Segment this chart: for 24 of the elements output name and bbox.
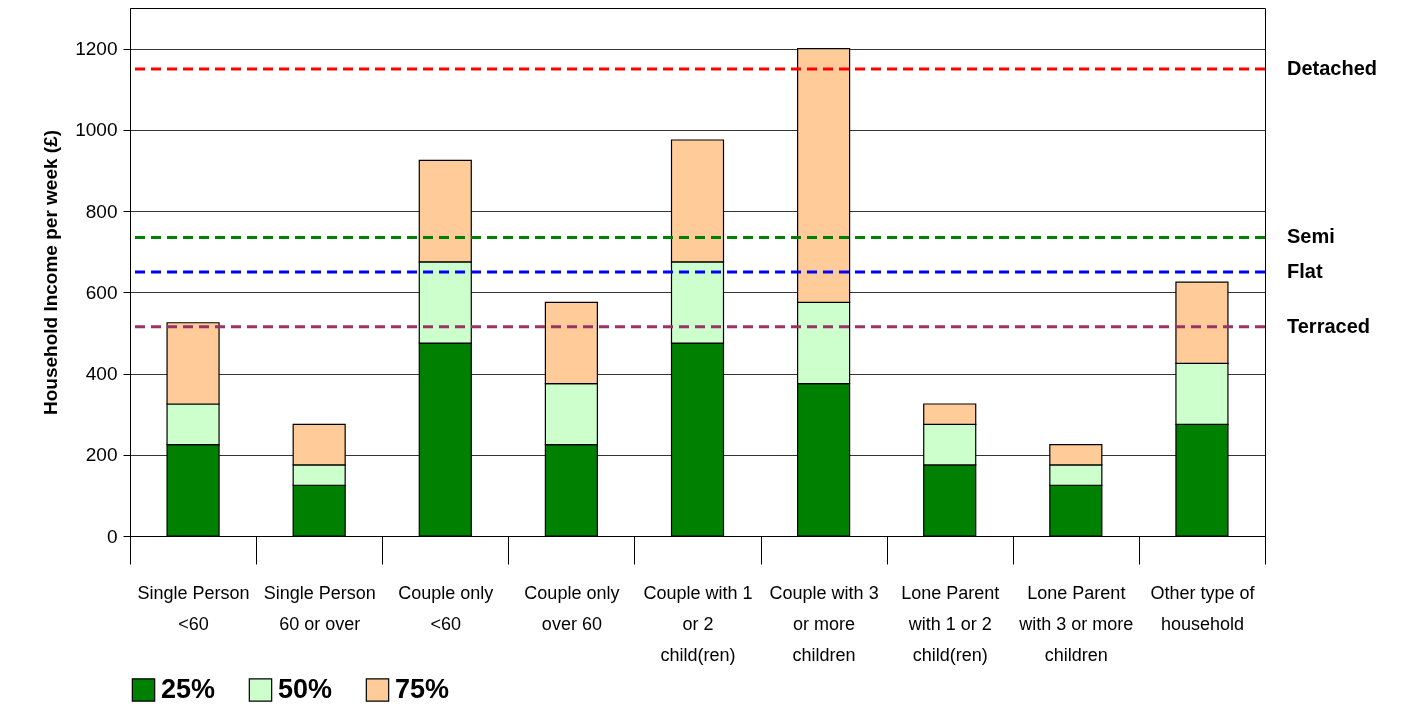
y-axis-title: Household Income per week (£) — [40, 129, 62, 416]
y-tick-label: 200 — [85, 444, 118, 466]
ref-line-label: Flat — [1287, 260, 1323, 282]
x-tick-label: Couple with 3 or more children — [769, 582, 879, 665]
y-tick-label: 1200 — [75, 38, 118, 60]
x-tick-label: Other type of household — [1150, 582, 1256, 634]
y-tick-label: 800 — [85, 200, 118, 222]
x-tick-label: Couple with 1 or 2 child(ren) — [643, 582, 753, 665]
y-tick-label: 1000 — [75, 119, 118, 141]
legend-label: 25% — [161, 673, 216, 704]
y-tick-label: 400 — [85, 363, 118, 385]
x-tick-label: Single Person 60 or over — [263, 582, 376, 634]
x-tick-label: Lone Parent with 1 or 2 child(ren) — [901, 582, 1000, 665]
x-tick-label: Couple only <60 — [398, 582, 494, 634]
ref-line-label: Detached — [1287, 56, 1378, 79]
y-tick-label: 600 — [85, 281, 118, 303]
y-tick-label: 0 — [106, 525, 118, 547]
x-tick-label: Lone Parent with 3 or more children — [1018, 582, 1134, 665]
legend-label: 50% — [278, 673, 333, 704]
ref-line-label: Terraced — [1287, 314, 1371, 337]
x-tick-label: Single Person <60 — [137, 582, 250, 634]
legend-label: 75% — [395, 673, 450, 704]
x-tick-label: Couple only over 60 — [524, 582, 620, 634]
ref-line-label: Semi — [1287, 225, 1335, 248]
